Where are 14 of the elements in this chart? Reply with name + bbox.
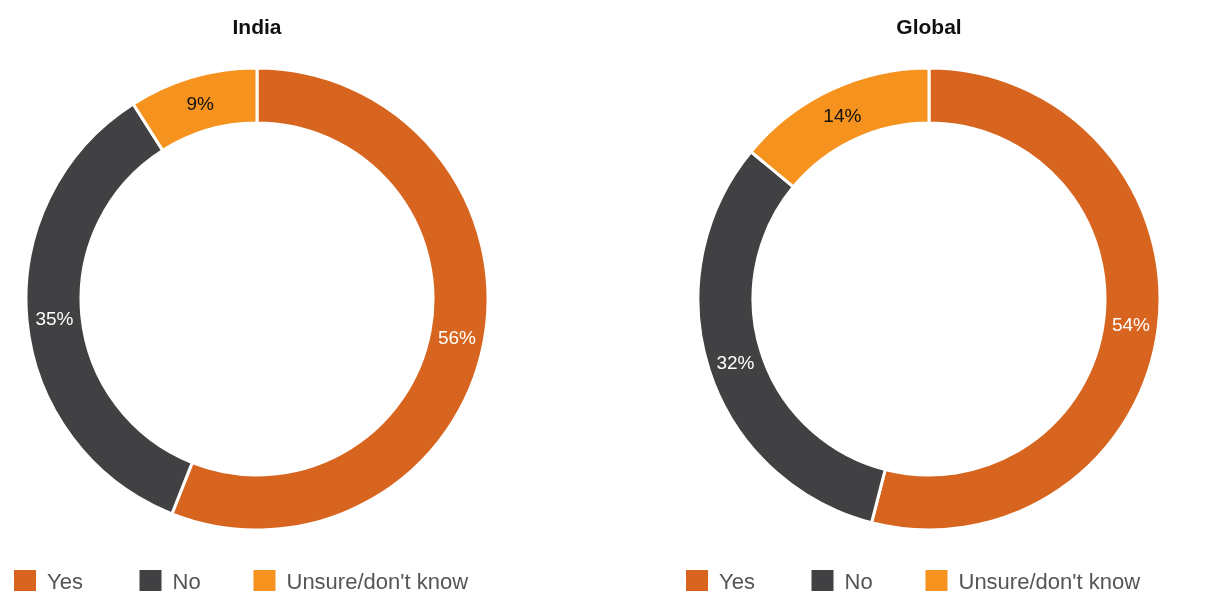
- chart-title: India: [232, 15, 282, 38]
- data-label: 9%: [186, 93, 215, 115]
- data-label: 54%: [1111, 314, 1151, 336]
- data-label: 35%: [35, 307, 74, 329]
- data-label: 56%: [437, 326, 477, 348]
- legend-label: No: [172, 569, 201, 591]
- chart-title: Global: [896, 15, 962, 38]
- legend-label: Unsure/don't know: [286, 569, 469, 591]
- data-label: 14%: [823, 104, 862, 126]
- legend-label: Yes: [719, 569, 755, 591]
- legend-label: Yes: [47, 569, 83, 591]
- legend-label: No: [844, 569, 873, 591]
- legend-label: Unsure/don't know: [958, 569, 1141, 591]
- data-label: 32%: [716, 351, 755, 373]
